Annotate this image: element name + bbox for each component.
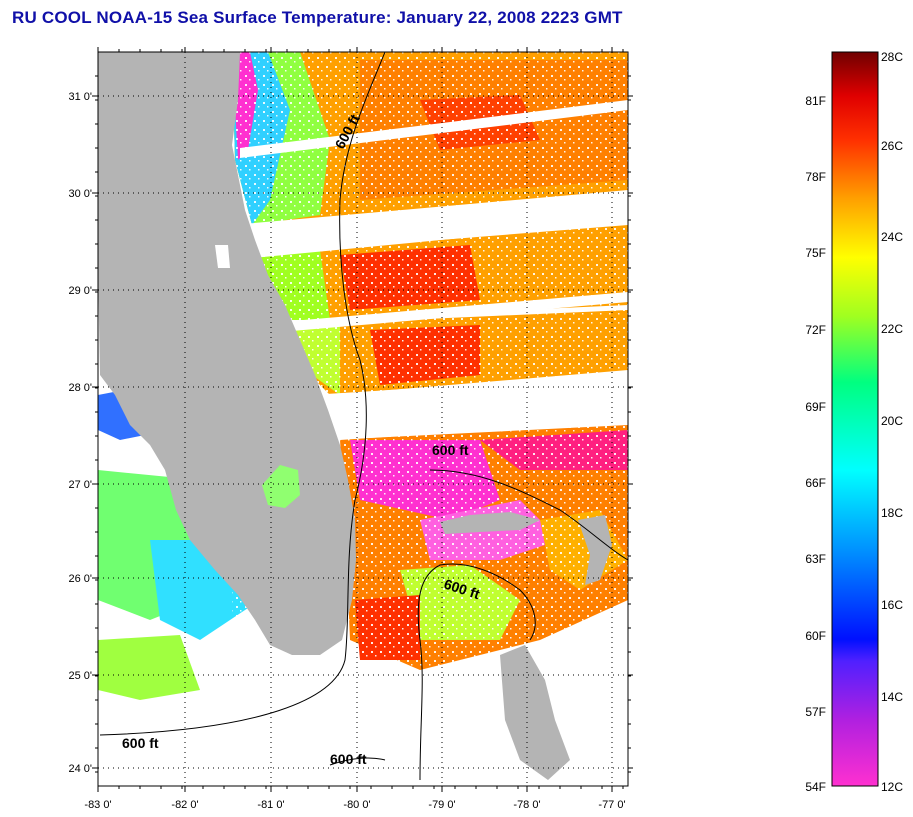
- celsius-label: 18C: [881, 506, 903, 520]
- lon-label: -81 0': [257, 799, 284, 811]
- lon-label: -78 0': [513, 799, 540, 811]
- lon-label: -79 0': [428, 799, 455, 811]
- colorbar: 81F 78F 75F 72F 69F 66F 63F 60F 57F 54F …: [805, 50, 903, 794]
- celsius-label: 28C: [881, 50, 903, 64]
- sst-field: [98, 52, 628, 780]
- celsius-label: 26C: [881, 139, 903, 153]
- fahrenheit-label: 54F: [805, 780, 826, 794]
- bahamas-abaco: [578, 515, 612, 585]
- fahrenheit-label: 81F: [805, 94, 826, 108]
- celsius-label: 22C: [881, 322, 903, 336]
- lon-label: -80 0': [343, 799, 370, 811]
- fahrenheit-label: 66F: [805, 476, 826, 490]
- colorbar-celsius-labels: 28C 26C 24C 22C 20C 18C 16C 14C 12C: [881, 50, 903, 794]
- fahrenheit-label: 57F: [805, 705, 826, 719]
- lat-label: 30 0': [68, 188, 92, 200]
- lat-label: 28 0': [68, 382, 92, 394]
- bahamas-grand-bahama: [440, 512, 540, 534]
- lon-label: -83 0': [84, 799, 111, 811]
- fahrenheit-label: 75F: [805, 246, 826, 260]
- map-title: RU COOL NOAA-15 Sea Surface Temperature:…: [12, 8, 623, 27]
- contour-label: 600 ft: [122, 735, 159, 751]
- lat-label: 29 0': [68, 285, 92, 297]
- lon-label: -77 0': [598, 799, 625, 811]
- lon-label: -82 0': [171, 799, 198, 811]
- colorbar-gradient: [831, 51, 879, 787]
- colorbar-fahrenheit-labels: 81F 78F 75F 72F 69F 66F 63F 60F 57F 54F: [805, 94, 826, 794]
- celsius-label: 12C: [881, 780, 903, 794]
- map-frame: [97, 51, 629, 787]
- fahrenheit-label: 60F: [805, 629, 826, 643]
- lat-label: 26 0': [68, 573, 92, 585]
- lat-label: 24 0': [68, 763, 92, 775]
- bahamas-andros: [500, 645, 570, 780]
- map-panel: 600 ft 600 ft 600 ft 600 ft 600 ft 31 0'…: [68, 47, 633, 811]
- celsius-label: 14C: [881, 690, 903, 704]
- celsius-label: 24C: [881, 230, 903, 244]
- depth-contours: [99, 52, 628, 781]
- fahrenheit-label: 63F: [805, 552, 826, 566]
- fahrenheit-label: 69F: [805, 400, 826, 414]
- florida-landmass: [98, 52, 356, 655]
- longitude-labels: -83 0' -82 0' -81 0' -80 0' -79 0' -78 0…: [84, 799, 625, 811]
- contour-label: 600 ft: [432, 442, 469, 458]
- celsius-label: 20C: [881, 414, 903, 428]
- lat-label: 27 0': [68, 479, 92, 491]
- graticule: [92, 47, 633, 792]
- fahrenheit-label: 78F: [805, 170, 826, 184]
- contour-label: 600 ft: [330, 751, 367, 767]
- latitude-labels: 31 0' 30 0' 29 0' 28 0' 27 0' 26 0' 25 0…: [68, 91, 92, 775]
- lat-label: 25 0': [68, 670, 92, 682]
- lat-label: 31 0': [68, 91, 92, 103]
- celsius-label: 16C: [881, 598, 903, 612]
- fahrenheit-label: 72F: [805, 323, 826, 337]
